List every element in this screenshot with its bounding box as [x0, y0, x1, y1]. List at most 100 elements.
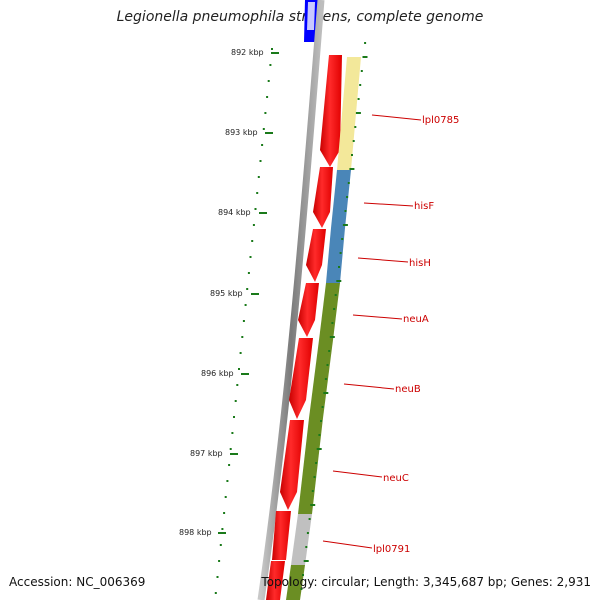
scale-dot — [267, 80, 270, 82]
scale-dot — [246, 288, 249, 290]
kbp-scale: 892 kbp 893 kbp 894 kbp 895 kbp 896 kbp … — [179, 48, 279, 537]
cds-arrow — [289, 338, 313, 419]
gene-segment-lpl0785 — [337, 57, 361, 170]
gc-skew-dots — [214, 42, 368, 594]
scale-dot — [261, 144, 264, 146]
gene-segment-next — [286, 565, 305, 600]
scale-dot — [264, 112, 267, 114]
scale-dot — [226, 480, 229, 482]
scale-dot — [360, 70, 363, 72]
scale-dot — [313, 476, 316, 478]
cds-arrow — [320, 55, 342, 167]
scale-dot — [233, 416, 235, 418]
scale-dot — [315, 462, 318, 464]
scale-dot — [221, 528, 224, 530]
gene-label-lpl0785: lpl0785 — [422, 115, 459, 126]
scale-dot — [247, 272, 250, 274]
scale-dot — [231, 432, 234, 434]
scale-dot — [310, 504, 316, 506]
gene-label-neuA: neuA — [403, 314, 429, 325]
scale-dot — [254, 208, 257, 210]
gene-label-neuB: neuB — [395, 384, 421, 395]
topology-summary: Topology: circular; Length: 3,345,687 bp… — [261, 575, 591, 589]
scale-dot — [228, 464, 231, 466]
scale-dot — [359, 84, 362, 86]
kbp-label: 894 kbp — [218, 208, 251, 217]
scale-dot — [344, 210, 347, 212]
scale-dot — [334, 294, 337, 296]
scale-dot — [308, 518, 311, 520]
gene-segment-lpl0791 — [291, 514, 312, 565]
scale-dot — [321, 406, 324, 408]
scale-dot — [324, 378, 327, 380]
scale-dot — [318, 434, 321, 436]
gene-label-lpl0791: lpl0791 — [373, 544, 410, 555]
scale-dot — [352, 140, 355, 142]
scale-dot — [326, 364, 329, 366]
cog-track — [286, 57, 361, 600]
kbp-label: 893 kbp — [225, 128, 258, 137]
scale-dot — [300, 588, 303, 590]
label-leader — [343, 383, 395, 390]
kbp-label: 897 kbp — [190, 449, 223, 458]
cds-arrow — [298, 283, 319, 337]
scale-dot — [333, 308, 336, 310]
scale-dot — [239, 352, 242, 354]
cds-arrow — [280, 420, 304, 510]
scale-dot — [257, 176, 260, 178]
kbp-label: 896 kbp — [201, 369, 234, 378]
scale-dot — [316, 448, 322, 450]
scale-dot — [346, 196, 349, 198]
scale-dot — [311, 490, 314, 492]
accession-text: Accession: NC_006369 — [9, 575, 146, 589]
cds-arrow — [266, 561, 285, 600]
scale-dot — [224, 496, 227, 498]
gene-segment-neuC — [298, 418, 323, 514]
scale-dot — [251, 240, 254, 242]
scale-dot — [216, 576, 219, 578]
scale-dot — [351, 154, 353, 156]
scale-dot — [303, 560, 309, 562]
scale-dot — [355, 112, 361, 114]
cds-arrow — [272, 511, 291, 560]
scale-dot — [339, 252, 342, 254]
scale-dot — [262, 128, 265, 130]
scale-dot — [328, 350, 331, 352]
scale-dot — [241, 336, 244, 338]
scale-dot — [331, 322, 334, 324]
scale-dot — [238, 368, 240, 370]
scale-dot — [252, 224, 255, 226]
gene-segment-neuB — [309, 340, 333, 418]
kbp-label: 895 kbp — [210, 289, 243, 298]
map-title: Legionella pneumophila str. Lens, comple… — [116, 9, 484, 25]
scale-dot — [362, 56, 368, 58]
blue-marker-highlight — [307, 2, 315, 30]
gene-segment-neuA — [319, 283, 340, 340]
scale-dot — [305, 546, 308, 548]
scale-dot — [229, 448, 232, 450]
scale-dot — [336, 280, 342, 282]
scale-dot — [242, 320, 245, 322]
scale-dot — [219, 544, 222, 546]
scale-dot — [234, 400, 237, 402]
scale-dot — [323, 392, 329, 394]
scale-dot — [364, 42, 367, 44]
scale-dot — [354, 126, 357, 128]
label-leader — [371, 114, 422, 121]
scale-dot — [338, 266, 340, 268]
genome-backbone — [257, 0, 325, 600]
scale-dot — [302, 574, 304, 576]
scale-dot — [329, 336, 335, 338]
scale-dot — [259, 160, 262, 162]
gene-segment-hisF — [331, 170, 351, 228]
scale-dot — [266, 96, 269, 98]
scale-dot — [256, 192, 259, 194]
label-leader — [332, 470, 383, 478]
scale-dot — [269, 64, 272, 66]
scale-dot — [342, 224, 348, 226]
gene-labels: lpl0785 hisF hisH neuA neuB neuC lpl0791 — [322, 114, 459, 555]
scale-dot — [271, 48, 273, 50]
cds-arrow — [306, 229, 326, 282]
gene-label-hisH: hisH — [409, 258, 431, 269]
